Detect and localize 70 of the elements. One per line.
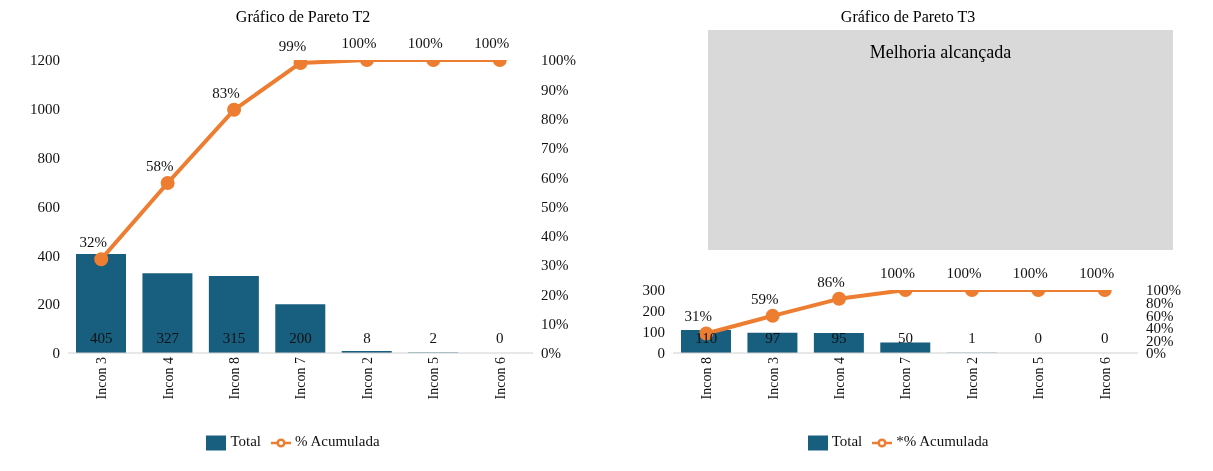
legend-label: % Acumulada <box>295 433 380 450</box>
y-tick-label: 200 <box>642 303 665 320</box>
data-label: 100% <box>880 265 915 281</box>
data-label: 1 <box>968 330 976 346</box>
data-label: 200 <box>289 330 312 346</box>
x-tick-label: Incon 7 <box>293 357 309 400</box>
data-label: 100% <box>1012 265 1048 281</box>
y2-tick-label: 60% <box>541 169 569 186</box>
data-label: 50 <box>898 330 913 346</box>
data-label: 32% <box>79 234 107 251</box>
legend-label: Total <box>230 433 262 450</box>
y2-tick-label: 10% <box>541 316 569 333</box>
chart-title: Gráfico de Pareto T3 <box>839 8 977 27</box>
y-tick-label: 0 <box>657 345 665 362</box>
y2-tick-label: 0% <box>541 345 561 362</box>
x-tick-label: Incon 2 <box>964 357 980 400</box>
y-tick-label: 400 <box>37 247 60 264</box>
data-label: 405 <box>89 330 113 346</box>
x-tick-label: Incon 3 <box>94 357 110 400</box>
data-label: 100% <box>1079 265 1115 281</box>
x-tick-label: Incon 4 <box>832 357 848 400</box>
data-label: 100% <box>946 265 982 281</box>
data-label: 100% <box>407 35 443 51</box>
y2-tick-label: 50% <box>541 198 569 215</box>
data-label: 100% <box>341 35 377 51</box>
data-label: 8 <box>363 330 371 346</box>
x-tick-label: Incon 6 <box>1097 357 1113 400</box>
y2-tick-label: 20% <box>541 286 569 303</box>
y-tick-label: 1200 <box>30 52 60 69</box>
data-label: 0 <box>496 330 504 346</box>
data-label: 0 <box>1101 330 1109 346</box>
data-label: 100% <box>474 35 510 51</box>
data-label: 2 <box>429 330 438 346</box>
y-tick-label: 200 <box>37 296 60 313</box>
data-label: 86% <box>817 273 845 290</box>
x-tick-label: Incon 7 <box>898 357 914 400</box>
y2-tick-label: 90% <box>541 81 569 98</box>
data-label: 31% <box>684 308 712 325</box>
y-tick-label: 0 <box>52 345 60 362</box>
x-tick-label: Incon 5 <box>1031 357 1047 400</box>
x-tick-label: Incon 5 <box>426 357 442 400</box>
data-label: 327 <box>156 330 180 346</box>
y-tick-label: 1000 <box>30 101 60 118</box>
data-label: 59% <box>750 290 779 307</box>
data-label: 95 <box>831 330 847 346</box>
y-tick-label: 100 <box>642 324 665 341</box>
x-tick-label: Incon 8 <box>227 357 243 400</box>
y-tick-label: 300 <box>642 282 665 299</box>
y-tick-label: 800 <box>37 149 60 166</box>
data-label: 99% <box>278 37 307 54</box>
data-label: 315 <box>222 330 246 346</box>
data-label: 0 <box>1034 330 1043 346</box>
x-tick-label: Incon 3 <box>765 357 781 400</box>
y2-tick-label: 100% <box>541 52 576 69</box>
legend-label: *% Acumulada <box>896 433 989 450</box>
chart-title: Gráfico de Pareto T2 <box>234 8 372 27</box>
y2-tick-label: 40% <box>541 228 569 245</box>
x-tick-label: Incon 4 <box>160 357 176 400</box>
x-tick-label: Incon 6 <box>492 357 508 400</box>
y2-tick-label: 30% <box>541 257 569 274</box>
data-label: 58% <box>145 158 174 175</box>
data-label: 97 <box>765 330 781 346</box>
note-box: Melhoria alcançada <box>708 30 1173 250</box>
x-tick-label: Incon 2 <box>359 357 375 400</box>
y-tick-label: 600 <box>37 198 60 215</box>
legend-label: Total <box>831 433 863 450</box>
x-tick-label: Incon 8 <box>699 357 715 400</box>
data-label: 83% <box>212 84 240 101</box>
y2-tick-label: 70% <box>541 140 569 157</box>
y2-tick-label: 80% <box>541 110 569 127</box>
